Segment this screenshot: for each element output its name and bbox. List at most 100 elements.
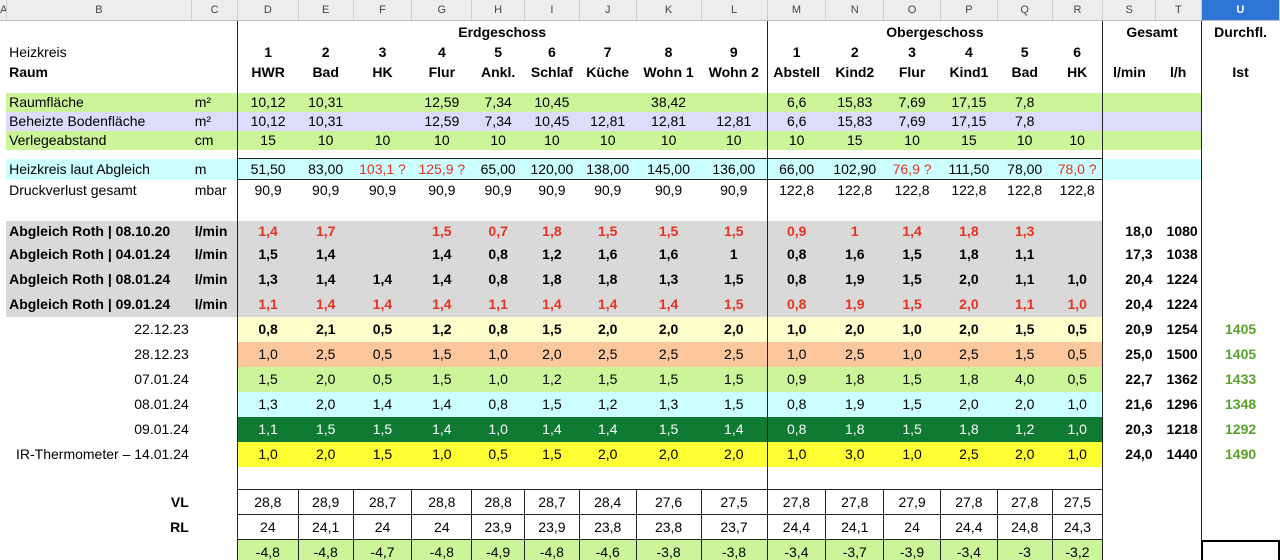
cell[interactable]	[1156, 540, 1202, 560]
room-hk-og[interactable]: HK	[1067, 63, 1088, 80]
value-cell[interactable]: 0,5	[1052, 366, 1103, 392]
value-cell[interactable]: 10,31	[298, 92, 354, 112]
value-cell[interactable]: 0,8	[471, 316, 525, 342]
value-cell[interactable]: 1,0	[1052, 291, 1103, 317]
column-header-s[interactable]: S	[1102, 0, 1157, 21]
column-header-b[interactable]: B	[6, 0, 193, 21]
value-cell[interactable]: 1,4	[701, 416, 767, 442]
cell[interactable]	[884, 467, 941, 490]
unit-cell[interactable]	[192, 342, 238, 367]
cell[interactable]	[412, 82, 472, 93]
date-label[interactable]: IR-Thermometer – 14.01.24	[16, 446, 189, 462]
durchfluss-ist-cell[interactable]: 1405	[1200, 341, 1280, 367]
total-lmin-cell[interactable]: 18,0	[1102, 220, 1156, 242]
value-cell[interactable]: 0,8	[766, 266, 826, 292]
cell[interactable]	[1156, 467, 1202, 490]
total-lh-cell[interactable]: 1500	[1166, 346, 1198, 362]
rl-value-cell[interactable]: 23,8	[578, 514, 637, 540]
value-cell[interactable]: 1,0	[1052, 266, 1103, 292]
durchfluss-ist-cell[interactable]: 1405	[1200, 316, 1280, 342]
value-cell[interactable]: 0,8	[471, 391, 525, 417]
cell[interactable]	[1102, 158, 1156, 180]
value-cell[interactable]: 10	[766, 130, 826, 150]
value-cell[interactable]: 0,8	[236, 316, 299, 342]
cell[interactable]	[826, 82, 884, 93]
unit-cell[interactable]: l/min	[191, 291, 238, 317]
value-cell[interactable]: 0,7	[471, 220, 525, 242]
rl-value-cell[interactable]: 24,3	[1051, 514, 1103, 540]
value-cell[interactable]: 1,5	[883, 241, 941, 267]
total-lh-cell[interactable]: 1440	[1166, 446, 1198, 462]
total-lmin-cell[interactable]: 21,6	[1102, 391, 1156, 417]
cell[interactable]	[1156, 515, 1202, 540]
cell[interactable]	[1200, 149, 1280, 159]
value-cell[interactable]: 1	[825, 220, 884, 242]
diff-value-cell[interactable]: -4,7	[352, 539, 412, 560]
cell[interactable]	[1155, 111, 1202, 131]
cell[interactable]	[353, 201, 412, 221]
rl-value-cell[interactable]: 24,4	[766, 514, 826, 540]
value-cell[interactable]: 1,0	[471, 416, 525, 442]
column-header-c[interactable]: C	[191, 0, 238, 21]
value-cell[interactable]: 1,5	[997, 341, 1053, 367]
unit-cell[interactable]	[192, 392, 238, 417]
column-header-u[interactable]: U	[1201, 0, 1280, 21]
value-cell[interactable]: 17,15	[940, 92, 998, 112]
value-cell[interactable]: 10	[353, 130, 412, 150]
value-cell[interactable]: 66,00	[766, 158, 826, 180]
value-cell[interactable]: 1,7	[298, 220, 354, 242]
cell[interactable]	[298, 82, 353, 93]
value-cell[interactable]: 15	[825, 130, 884, 150]
lh-header[interactable]: l/h	[1169, 63, 1187, 80]
value-cell[interactable]: 1,5	[524, 391, 580, 417]
room-wohn1[interactable]: Wohn 1	[643, 63, 694, 80]
value-cell[interactable]: 2,0	[940, 291, 998, 317]
total-lh-cell[interactable]: 1080	[1166, 223, 1198, 239]
column-header-n[interactable]: N	[825, 0, 885, 21]
date-label[interactable]: 22.12.23	[134, 321, 189, 337]
value-cell[interactable]: 2,0	[940, 266, 998, 292]
value-cell[interactable]: 12,81	[636, 111, 702, 131]
value-cell[interactable]: 1,2	[997, 416, 1053, 442]
value-cell[interactable]	[353, 220, 412, 242]
row-label[interactable]: Abgleich Roth | 04.01.24	[6, 241, 192, 267]
diff-value-cell[interactable]: -4,8	[236, 539, 299, 560]
value-cell[interactable]: 1,8	[524, 220, 580, 242]
vl-value-cell[interactable]: 28,8	[236, 489, 299, 515]
value-cell[interactable]: 2,0	[940, 391, 998, 417]
cell[interactable]	[192, 540, 238, 560]
value-cell[interactable]: 90,9	[701, 179, 767, 201]
cell[interactable]	[353, 82, 412, 93]
rl-value-cell[interactable]: 24	[352, 514, 412, 540]
value-cell[interactable]: 136,00	[701, 158, 767, 180]
value-cell[interactable]: 6,6	[766, 111, 826, 131]
column-header-h[interactable]: H	[471, 0, 526, 21]
erdgeschoss-title[interactable]: Erdgeschoss	[236, 20, 767, 43]
value-cell[interactable]: 1,5	[701, 266, 767, 292]
cell[interactable]	[1156, 180, 1202, 201]
ist-header[interactable]: Ist	[1200, 61, 1280, 82]
cell[interactable]	[997, 467, 1052, 490]
value-cell[interactable]: 0,5	[1052, 316, 1103, 342]
value-cell[interactable]: 15	[940, 130, 998, 150]
cell[interactable]	[1200, 92, 1280, 112]
value-cell[interactable]: 10	[636, 130, 702, 150]
cell[interactable]	[472, 82, 525, 93]
rl-value-cell[interactable]: 24,1	[297, 514, 354, 540]
value-cell[interactable]: 1,8	[825, 366, 884, 392]
value-cell[interactable]: 1,5	[579, 366, 637, 392]
cell[interactable]	[192, 201, 238, 221]
value-cell[interactable]	[353, 241, 412, 267]
cell[interactable]	[826, 150, 884, 159]
cell[interactable]	[1155, 130, 1202, 150]
value-cell[interactable]: 1,0	[883, 316, 941, 342]
cell[interactable]	[1200, 514, 1280, 540]
value-cell[interactable]: 78,00	[997, 158, 1053, 180]
value-cell[interactable]: 1,8	[940, 241, 998, 267]
row-label[interactable]: Verlegeabstand	[6, 130, 192, 150]
rl-value-cell[interactable]: 24,4	[939, 514, 998, 540]
value-cell[interactable]: 0,5	[353, 316, 412, 342]
value-cell[interactable]: 76,9 ?	[883, 158, 941, 180]
value-cell[interactable]: 90,9	[236, 179, 299, 201]
diff-value-cell[interactable]: -3,7	[825, 539, 884, 560]
